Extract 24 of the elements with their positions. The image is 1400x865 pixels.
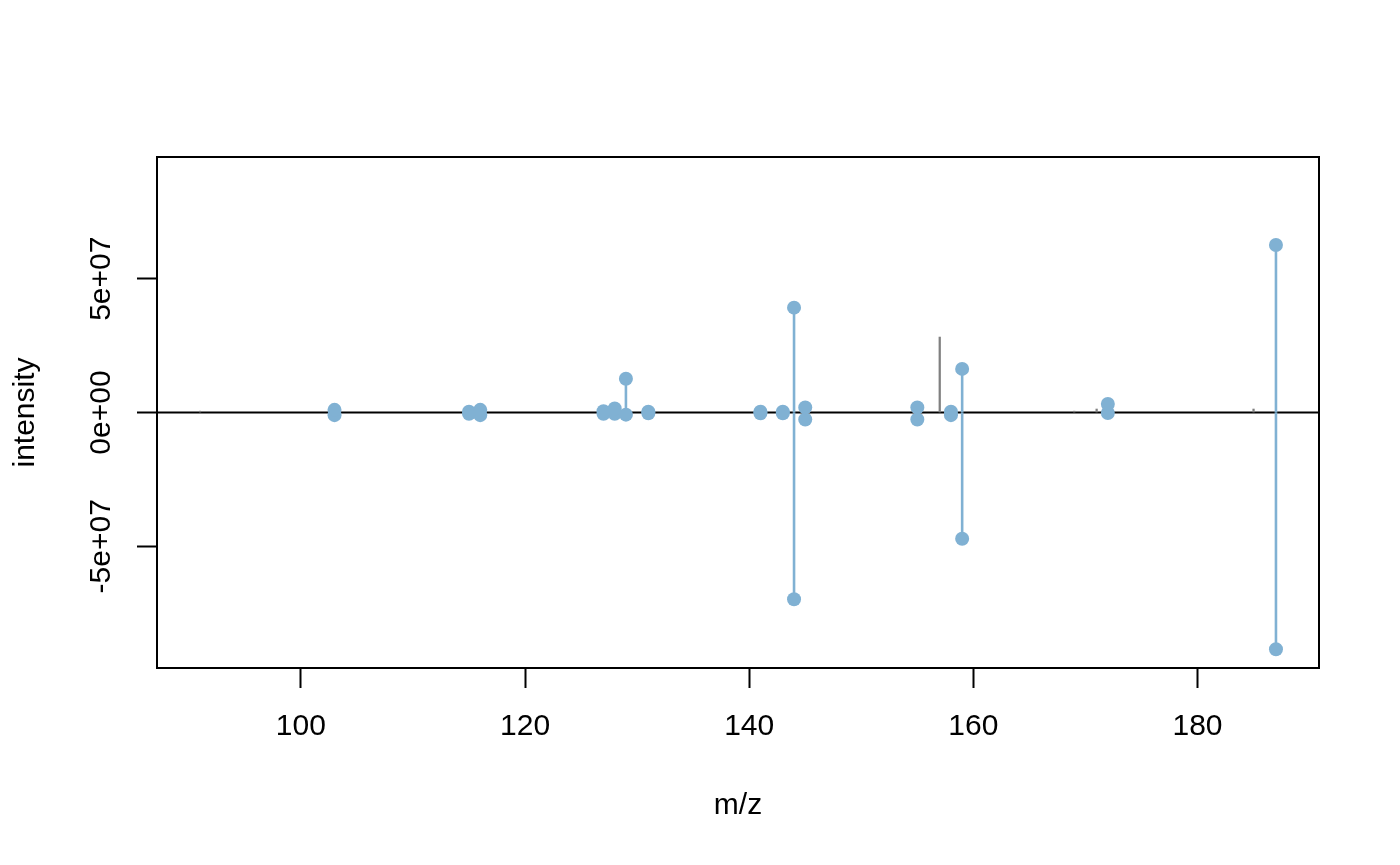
x-tick-label: 100 [275, 708, 326, 742]
point [618, 371, 633, 386]
point [798, 412, 813, 427]
point [787, 300, 802, 315]
point [955, 361, 970, 376]
point [1268, 238, 1283, 253]
x-tick-label: 140 [724, 708, 775, 742]
y-tick-label: 0e+00 [83, 370, 117, 455]
y-axis-title: intensity [7, 357, 41, 468]
x-axis-title: m/z [713, 787, 763, 821]
point [798, 400, 813, 415]
bar [1252, 408, 1255, 413]
point [910, 400, 925, 415]
x-tick-label: 160 [948, 708, 999, 742]
point [618, 407, 633, 422]
point [910, 412, 925, 427]
x-tick-label: 180 [1172, 708, 1223, 742]
y-tick-label: -5e+07 [83, 499, 117, 594]
point [787, 592, 802, 607]
x-tick-label: 120 [500, 708, 551, 742]
point [955, 531, 970, 546]
point [1100, 396, 1115, 411]
point [1268, 642, 1283, 657]
y-tick-label: 5e+07 [83, 236, 117, 321]
